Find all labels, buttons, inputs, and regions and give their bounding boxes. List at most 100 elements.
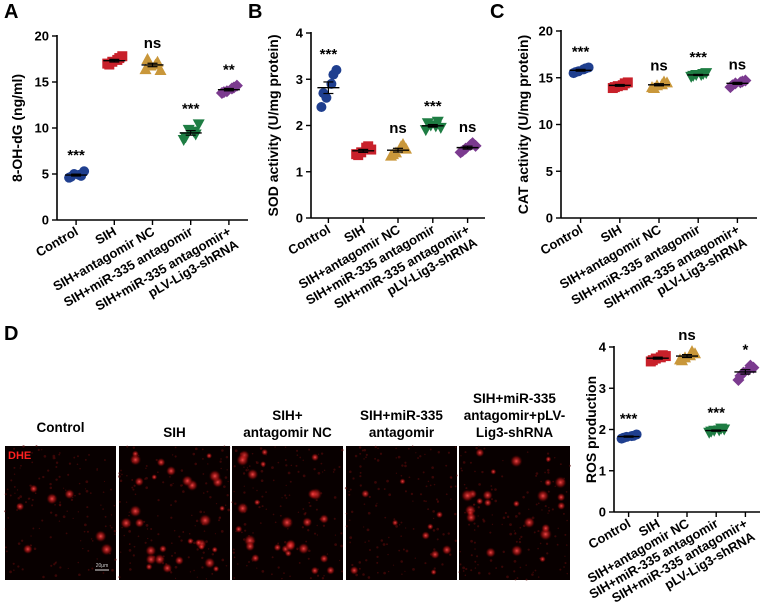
background-speckle — [277, 461, 280, 464]
background-speckle — [22, 445, 25, 448]
background-speckle — [408, 476, 411, 479]
stained-cell — [181, 475, 194, 487]
background-speckle — [431, 475, 435, 479]
background-speckle — [284, 446, 287, 448]
background-speckle — [349, 541, 352, 544]
background-speckle — [84, 458, 87, 461]
stained-cell — [154, 553, 166, 566]
background-speckle — [376, 571, 379, 574]
stained-cell — [554, 476, 567, 489]
background-speckle — [233, 490, 235, 493]
background-speckle — [490, 488, 493, 491]
background-speckle — [211, 572, 214, 575]
background-speckle — [514, 578, 517, 581]
background-speckle — [537, 502, 540, 505]
background-speckle — [359, 452, 362, 455]
background-speckle — [495, 567, 498, 569]
background-speckle — [103, 480, 106, 483]
stained-cell — [236, 502, 249, 515]
background-speckle — [231, 501, 234, 504]
data-point — [676, 354, 688, 366]
stained-cell — [510, 544, 523, 557]
background-speckle — [313, 467, 316, 471]
significance-label: ns — [678, 327, 696, 344]
background-speckle — [359, 471, 362, 474]
background-speckle — [21, 568, 24, 571]
stained-cell — [204, 557, 216, 569]
background-speckle — [332, 471, 335, 473]
background-speckle — [201, 566, 204, 569]
background-speckle — [62, 515, 66, 519]
background-speckle — [454, 446, 457, 449]
y-tick-label: 3 — [296, 72, 303, 87]
background-speckle — [248, 465, 251, 467]
stained-cell — [421, 531, 431, 540]
stained-cell — [145, 563, 153, 571]
data-point — [648, 82, 660, 94]
micrograph-title: SIH — [163, 425, 186, 440]
background-speckle — [243, 466, 245, 468]
background-speckle — [477, 506, 481, 509]
stained-cell — [391, 519, 399, 527]
data-point — [361, 142, 372, 153]
stained-cell — [465, 512, 477, 523]
background-speckle — [129, 562, 132, 564]
background-speckle — [91, 567, 94, 570]
background-speckle — [359, 465, 362, 468]
background-speckle — [333, 468, 336, 471]
background-speckle — [218, 519, 221, 522]
background-speckle — [445, 464, 448, 467]
background-speckle — [150, 539, 153, 542]
data-point — [104, 59, 115, 70]
background-speckle — [460, 467, 463, 470]
background-speckle — [196, 548, 199, 551]
background-speckle — [58, 475, 61, 478]
background-speckle — [77, 511, 80, 513]
background-speckle — [363, 448, 367, 452]
stained-cell — [435, 511, 444, 519]
background-speckle — [349, 519, 351, 521]
background-speckle — [223, 445, 226, 448]
background-speckle — [274, 521, 277, 524]
background-speckle — [535, 474, 538, 477]
background-speckle — [20, 464, 22, 467]
y-tick-label: 10 — [35, 121, 49, 136]
background-speckle — [301, 526, 305, 529]
data-point — [187, 126, 200, 138]
background-speckle — [392, 564, 395, 566]
background-speckle — [349, 470, 352, 474]
background-speckle — [473, 529, 476, 531]
background-speckle — [432, 529, 436, 532]
significance-label: *** — [572, 43, 590, 60]
stained-cell — [310, 453, 320, 462]
background-speckle — [41, 449, 43, 451]
background-speckle — [338, 465, 341, 469]
background-speckle — [220, 458, 222, 460]
background-speckle — [226, 469, 228, 471]
background-speckle — [118, 576, 121, 579]
background-speckle — [465, 567, 468, 571]
background-speckle — [464, 451, 467, 454]
background-speckle — [270, 573, 273, 576]
micrograph-panel: SIH+miR-335 antagomir — [344, 408, 458, 580]
background-speckle — [334, 543, 338, 547]
background-speckle — [352, 477, 355, 480]
significance-label: ns — [389, 120, 407, 137]
background-speckle — [557, 527, 559, 530]
background-speckle — [9, 570, 12, 574]
background-speckle — [297, 470, 300, 473]
background-speckle — [481, 470, 484, 474]
stained-cell — [15, 502, 25, 511]
background-speckle — [519, 566, 522, 569]
background-speckle — [128, 514, 130, 517]
background-speckle — [308, 448, 311, 451]
background-speckle — [194, 447, 198, 451]
stained-cell — [490, 468, 497, 475]
background-speckle — [52, 454, 56, 458]
background-speckle — [109, 525, 112, 527]
background-speckle — [424, 453, 426, 456]
background-speckle — [55, 478, 58, 481]
background-speckle — [527, 548, 530, 551]
background-speckle — [285, 497, 288, 499]
